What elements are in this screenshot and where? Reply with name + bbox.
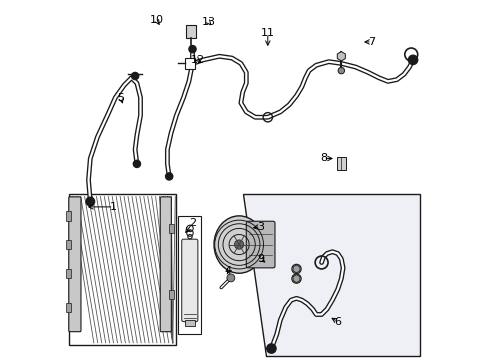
Text: 10: 10 — [149, 15, 163, 26]
Bar — [186, 25, 196, 38]
Text: 12: 12 — [190, 55, 204, 65]
Bar — [169, 290, 174, 300]
Bar — [66, 269, 71, 278]
Circle shape — [165, 173, 172, 180]
Ellipse shape — [214, 216, 264, 273]
FancyBboxPatch shape — [160, 197, 171, 332]
Circle shape — [337, 67, 344, 74]
Circle shape — [86, 197, 94, 206]
Polygon shape — [292, 275, 299, 283]
FancyBboxPatch shape — [69, 197, 81, 332]
Bar — [169, 224, 174, 233]
Polygon shape — [292, 265, 299, 273]
Text: 4: 4 — [224, 266, 231, 276]
Text: 11: 11 — [260, 28, 274, 38]
Bar — [66, 303, 71, 312]
Circle shape — [291, 274, 301, 283]
Circle shape — [226, 274, 234, 282]
Circle shape — [188, 45, 196, 53]
Bar — [336, 157, 345, 170]
Bar — [184, 58, 195, 69]
Text: 9: 9 — [257, 254, 264, 264]
Bar — [184, 320, 194, 326]
Text: 8: 8 — [319, 153, 326, 163]
Circle shape — [266, 344, 276, 353]
Text: 13: 13 — [201, 17, 215, 27]
Text: 6: 6 — [334, 317, 341, 327]
Text: 3: 3 — [257, 222, 264, 231]
Text: 1: 1 — [110, 202, 117, 212]
Bar — [66, 240, 71, 249]
Text: 7: 7 — [367, 37, 375, 47]
Bar — [178, 216, 201, 334]
Bar — [69, 194, 176, 345]
Polygon shape — [337, 51, 345, 61]
FancyBboxPatch shape — [246, 221, 274, 268]
Polygon shape — [242, 194, 419, 356]
FancyBboxPatch shape — [182, 239, 198, 321]
Text: 5: 5 — [117, 93, 124, 103]
Circle shape — [131, 72, 139, 80]
Bar — [66, 211, 71, 221]
Text: 2: 2 — [188, 218, 196, 228]
Circle shape — [133, 160, 140, 167]
Circle shape — [291, 264, 301, 274]
Circle shape — [407, 55, 417, 64]
Circle shape — [234, 240, 244, 249]
